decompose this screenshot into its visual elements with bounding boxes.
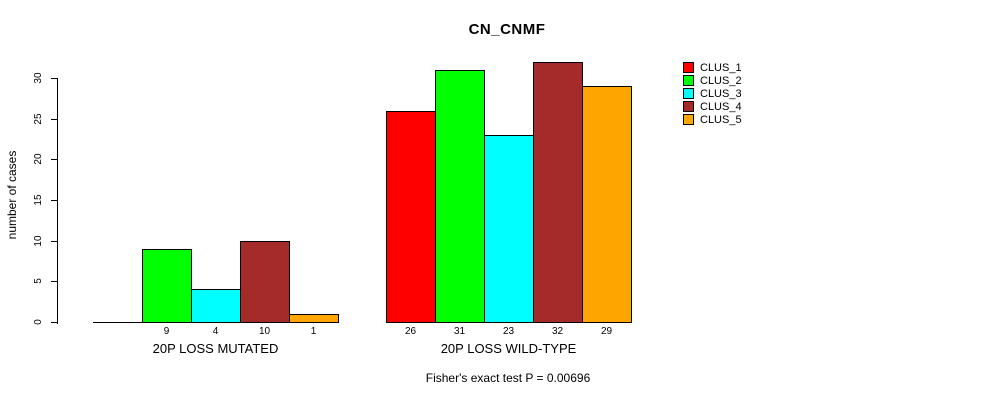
- bar-clus_1: [386, 111, 436, 323]
- bar-clus_5: [289, 314, 339, 323]
- y-axis-tick: [51, 322, 57, 323]
- y-axis-title: number of cases: [5, 150, 19, 240]
- bar-clus_2: [435, 70, 485, 323]
- legend-item-clus_3: CLUS_3: [683, 88, 763, 100]
- x-axis-group-label: 20P LOSS MUTATED: [152, 341, 279, 356]
- bar-value-label: 10: [258, 326, 271, 337]
- y-axis-tick-label: 25: [33, 113, 44, 125]
- bar-clus_5: [582, 86, 632, 323]
- fisher-test-annotation: Fisher's exact test P = 0.00696: [425, 371, 591, 385]
- bar-clus_3: [484, 135, 534, 323]
- bar-value-label: 4: [212, 326, 219, 337]
- y-axis-tick-label: 0: [33, 319, 44, 325]
- legend-label: CLUS_3: [700, 88, 742, 100]
- y-axis-tick-label: 30: [33, 72, 44, 84]
- bar-clus_3: [191, 289, 241, 323]
- bar-clus_4: [533, 62, 583, 323]
- legend-color-swatch: [683, 62, 694, 73]
- bar-clus_2: [142, 249, 192, 323]
- bar-value-label: 23: [502, 326, 515, 337]
- legend-color-swatch: [683, 101, 694, 112]
- y-axis-tick: [51, 119, 57, 120]
- legend-label: CLUS_2: [700, 75, 742, 87]
- legend-color-swatch: [683, 88, 694, 99]
- bar-value-label: 26: [404, 326, 417, 337]
- legend-label: CLUS_4: [700, 101, 742, 113]
- legend-color-swatch: [683, 114, 694, 125]
- legend-item-clus_2: CLUS_2: [683, 75, 763, 87]
- bar-value-label: 32: [551, 326, 564, 337]
- bar-value-label: 29: [600, 326, 613, 337]
- y-axis-tick: [51, 200, 57, 201]
- y-axis-tick: [51, 281, 57, 282]
- y-axis-tick: [51, 78, 57, 79]
- bar-value-label: 9: [163, 326, 170, 337]
- y-axis-line: [57, 78, 58, 324]
- y-axis-tick-label: 20: [33, 153, 44, 165]
- chart-title: CN_CNMF: [468, 21, 546, 38]
- y-axis-tick-label: 10: [33, 235, 44, 247]
- legend-label: CLUS_5: [700, 114, 742, 126]
- legend-item-clus_5: CLUS_5: [683, 114, 763, 126]
- x-axis-group-label: 20P LOSS WILD-TYPE: [440, 341, 577, 356]
- bar-value-label: 1: [310, 326, 317, 337]
- legend-color-swatch: [683, 75, 694, 86]
- y-axis-tick-label: 5: [33, 278, 44, 284]
- legend-item-clus_1: CLUS_1: [683, 62, 763, 74]
- bar-value-label: 31: [453, 326, 466, 337]
- legend-item-clus_4: CLUS_4: [683, 101, 763, 113]
- bar-clus_4: [240, 241, 290, 323]
- y-axis-tick: [51, 159, 57, 160]
- legend-label: CLUS_1: [700, 62, 742, 74]
- y-axis-tick-label: 15: [33, 194, 44, 206]
- y-axis-tick: [51, 241, 57, 242]
